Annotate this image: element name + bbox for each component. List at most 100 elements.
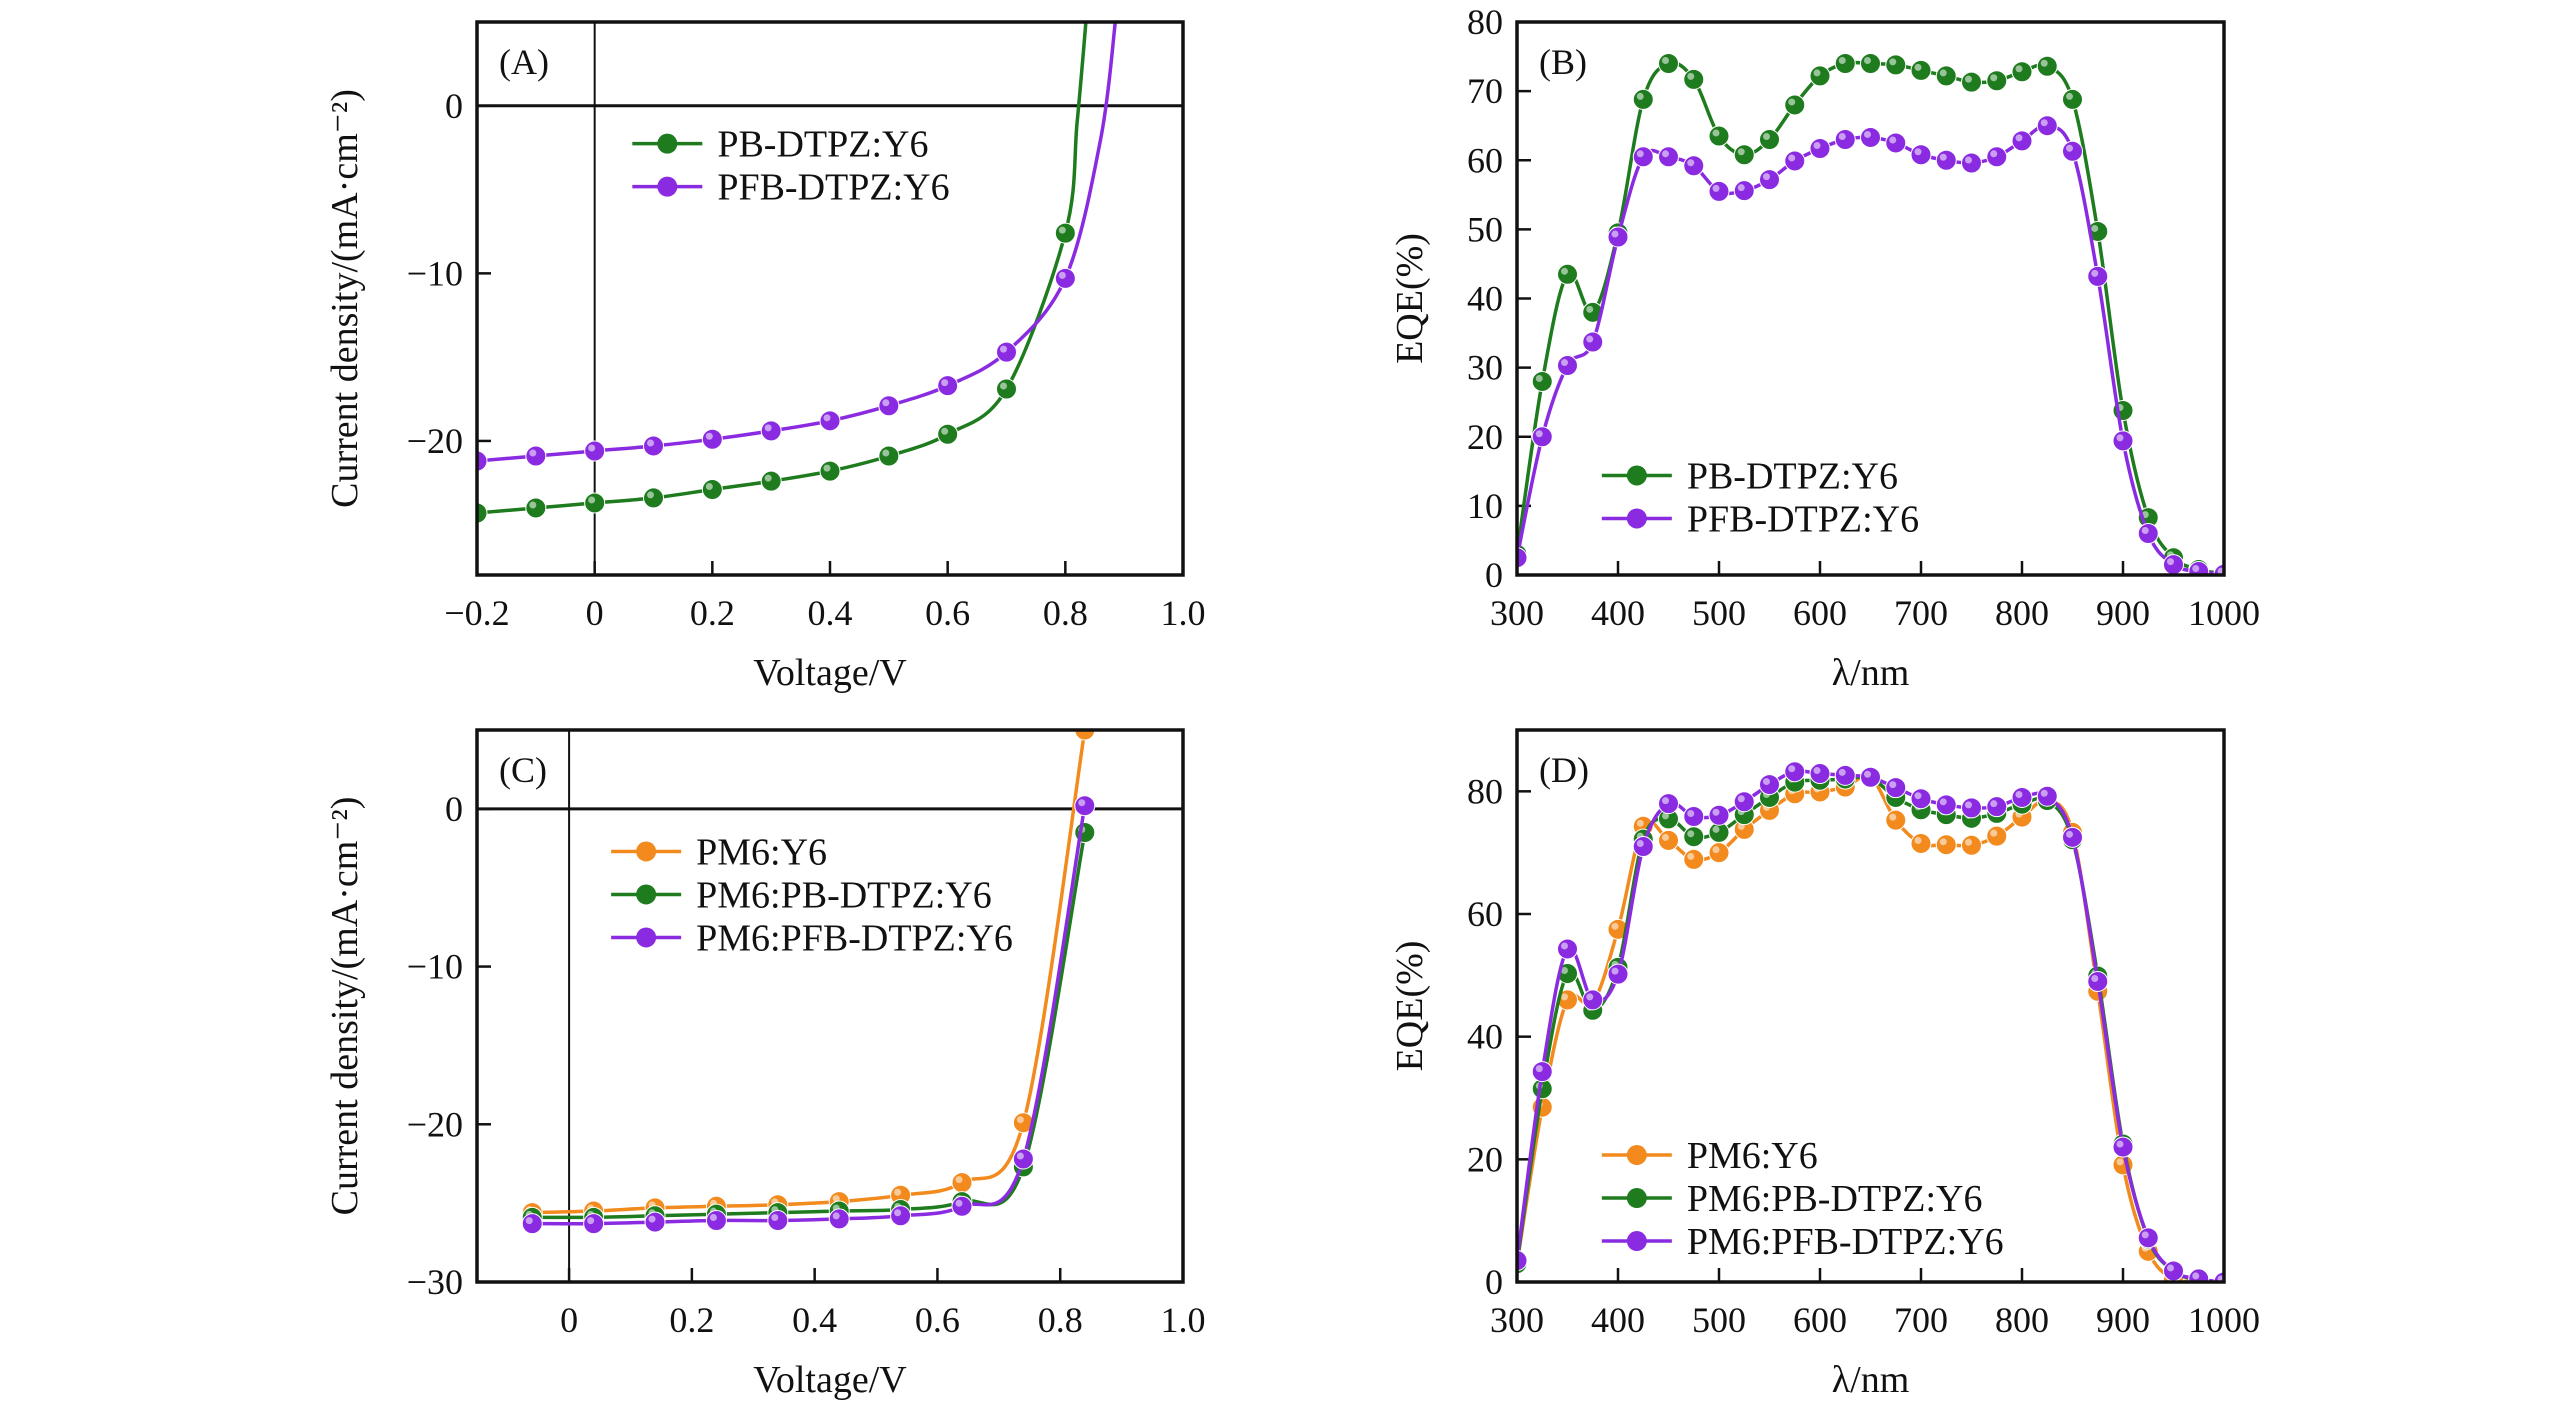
data-point-highlight: [1636, 840, 1644, 848]
data-point: [1885, 54, 1907, 76]
data-point-highlight: [1000, 345, 1007, 353]
series-pm6-pfb-dtpz-y6: [521, 795, 1096, 1235]
data-point: [2163, 554, 2184, 575]
series-pb-dtpz-y6: [477, 22, 1088, 524]
series-line: [477, 22, 1088, 515]
data-point: [1582, 331, 1604, 353]
data-point: [1885, 132, 1907, 154]
data-point: [1531, 370, 1553, 392]
data-point: [1708, 180, 1730, 202]
data-point-highlight: [1813, 69, 1821, 77]
data-point: [643, 435, 664, 457]
data-point-highlight: [1636, 92, 1644, 100]
data-point-highlight: [1662, 833, 1669, 841]
data-point: [1784, 150, 1806, 172]
data-point: [2112, 430, 2134, 452]
data-point-highlight: [764, 474, 772, 482]
data-point-highlight: [2015, 65, 2023, 73]
data-point-highlight: [1662, 812, 1669, 820]
data-point-highlight: [647, 491, 654, 499]
data-point-highlight: [1788, 765, 1796, 773]
data-point-highlight: [1016, 1116, 1024, 1124]
y-tick-label: 0: [1485, 1262, 1503, 1302]
data-point: [1910, 832, 1932, 854]
data-point-highlight: [823, 414, 831, 422]
data-point-highlight: [588, 496, 596, 504]
legend-label: PB-DTPZ:Y6: [717, 124, 928, 166]
data-point-highlight: [705, 432, 713, 440]
y-tick-label: 20: [1467, 1139, 1503, 1179]
legend-swatch-marker: [1626, 508, 1647, 529]
data-point: [1834, 129, 1856, 151]
panel-d-eqe-spectra-ternary: 300 400 500 600 700 800 900 1000 0 20 40 60 80 λ/nm EQ…: [1389, 728, 2260, 1401]
data-point: [1658, 146, 1679, 168]
legend-swatch-marker: [1626, 1145, 1647, 1166]
legend-label: PM6:PFB-DTPZ:Y6: [1687, 1221, 2004, 1263]
data-point-highlight: [2091, 269, 2099, 277]
data-point-highlight: [832, 1195, 840, 1203]
data-point: [1683, 848, 1705, 870]
data-point-highlight: [1965, 801, 1972, 809]
series-pfb-dtpz-y6: [477, 22, 1118, 472]
data-point-highlight: [1535, 374, 1543, 382]
data-point: [996, 341, 1017, 363]
x-tick-label: 0.4: [808, 593, 853, 633]
data-point-highlight: [1662, 797, 1669, 805]
x-axis-label: Voltage/V: [753, 1359, 907, 1401]
x-axis-label: λ/nm: [1832, 652, 1910, 694]
legend-swatch-marker: [636, 884, 657, 905]
data-point-highlight: [1561, 267, 1568, 275]
data-point-highlight: [1838, 768, 1846, 776]
plot-frame: [475, 20, 1185, 577]
y-tick-label: 60: [1467, 140, 1503, 180]
x-tick-label: 300: [1490, 593, 1544, 633]
data-point: [1632, 146, 1654, 168]
data-point-highlight: [1687, 852, 1695, 860]
data-point-highlight: [1838, 56, 1846, 64]
data-point: [1074, 730, 1096, 741]
data-point-highlight: [1535, 430, 1543, 438]
data-point: [878, 445, 900, 467]
data-point: [584, 440, 606, 462]
panel-label: (D): [1539, 750, 1589, 790]
y-tick-label: 0: [445, 86, 463, 126]
legend-item: PB-DTPZ:Y6: [1601, 455, 1898, 497]
data-point: [2011, 61, 2033, 83]
y-tick-label: −10: [407, 947, 463, 987]
data-point-highlight: [1939, 798, 1947, 806]
data-point-highlight: [1687, 72, 1695, 80]
data-point-highlight: [955, 1176, 963, 1184]
legend-label: PM6:PB-DTPZ:Y6: [1687, 1178, 1983, 1220]
legend-swatch-marker: [636, 841, 657, 862]
data-point: [1054, 267, 1076, 289]
data-point-highlight: [1000, 382, 1007, 390]
data-point: [2036, 115, 2058, 137]
data-point-highlight: [529, 501, 537, 509]
data-point: [643, 487, 664, 509]
data-point: [1860, 126, 1881, 148]
data-point: [1860, 766, 1881, 788]
y-tick-label: 10: [1467, 486, 1503, 526]
x-tick-label: 0.4: [792, 1300, 837, 1340]
data-point-highlight: [2116, 1158, 2124, 1166]
data-point-highlight: [1636, 150, 1644, 158]
legend-item: PM6:PB-DTPZ:Y6: [1601, 1178, 1983, 1220]
data-point-highlight: [587, 1217, 595, 1225]
data-point-highlight: [2040, 789, 2048, 797]
data-point: [1759, 774, 1780, 796]
data-point-highlight: [1712, 846, 1720, 854]
data-point-highlight: [1864, 770, 1871, 778]
x-tick-label: 0.6: [925, 593, 970, 633]
x-tick-label: −0.2: [444, 593, 509, 633]
data-point: [819, 410, 841, 432]
legend-item: PFB-DTPZ:Y6: [632, 167, 950, 209]
data-point: [1986, 825, 2008, 847]
x-tick-label: 0: [560, 1300, 578, 1340]
data-point: [828, 1208, 850, 1230]
data-point-highlight: [1939, 838, 1947, 846]
series-line: [532, 730, 1087, 1215]
data-point-highlight: [1763, 133, 1770, 141]
data-point-highlight: [1990, 800, 1998, 808]
data-point: [2062, 140, 2083, 162]
data-point: [2011, 786, 2033, 808]
